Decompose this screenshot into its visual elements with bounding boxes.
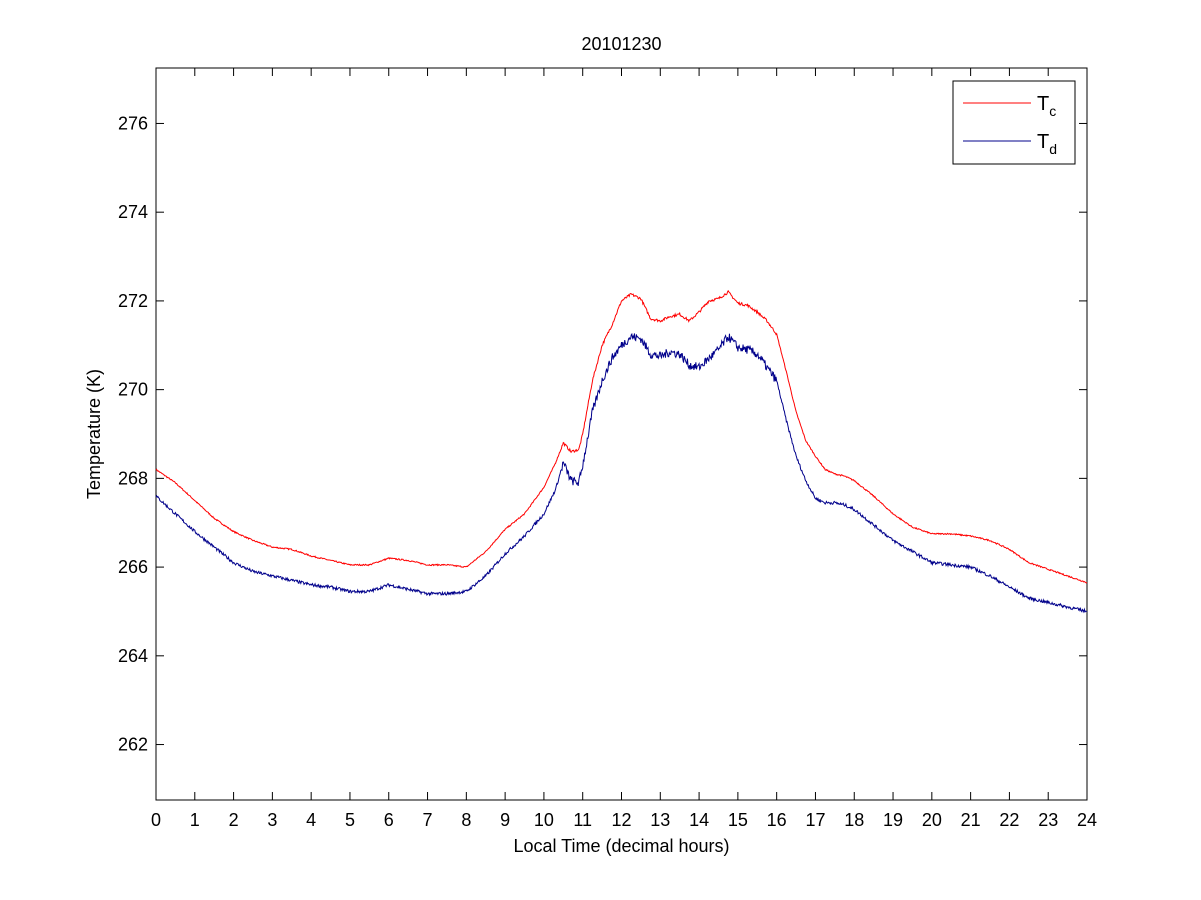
y-tick-label: 274 [118, 202, 148, 222]
x-tick-label: 6 [384, 810, 394, 830]
y-tick-label: 270 [118, 380, 148, 400]
x-tick-label: 22 [999, 810, 1019, 830]
x-tick-label: 11 [573, 810, 592, 830]
x-tick-label: 15 [728, 810, 748, 830]
plot-area [155, 67, 1088, 801]
x-tick-label: 13 [650, 810, 670, 830]
series-layer [155, 289, 1088, 614]
x-tick-label: 10 [534, 810, 554, 830]
y-tick-label: 264 [118, 646, 148, 666]
legend: Tc Td [952, 80, 1076, 165]
x-tick-label: 23 [1038, 810, 1058, 830]
x-tick-label: 4 [306, 810, 316, 830]
x-tick-label: 8 [461, 810, 471, 830]
x-axis-label: Local Time (decimal hours) [513, 836, 729, 856]
legend-box [952, 80, 1076, 165]
y-tick-label: 262 [118, 735, 148, 755]
ticks-layer: 0 1 2 3 4 5 6 7 8 9 10 11 12 13 14 15 16 17 18 19 20 21 22 23 24… [118, 68, 1097, 830]
x-tick-label: 1 [190, 810, 200, 830]
x-tick-label: 0 [151, 810, 161, 830]
series-line-Tc [155, 289, 1088, 584]
x-tick-label: 14 [689, 810, 709, 830]
legend-label: Tc [1037, 93, 1056, 119]
x-tick-label: 2 [229, 810, 239, 830]
x-tick-label: 24 [1077, 810, 1097, 830]
y-tick-label: 268 [118, 468, 148, 488]
x-tick-label: 7 [423, 810, 433, 830]
x-tick-label: 20 [922, 810, 942, 830]
y-tick-label: 266 [118, 557, 148, 577]
x-tick-label: 18 [844, 810, 864, 830]
x-tick-label: 12 [611, 810, 631, 830]
y-tick-label: 276 [118, 113, 148, 133]
x-tick-label: 9 [500, 810, 510, 830]
y-axis-label: Temperature (K) [84, 369, 104, 499]
series-line-Td [155, 332, 1088, 614]
x-tick-label: 3 [267, 810, 277, 830]
legend-label: Td [1037, 131, 1057, 157]
x-tick-label: 21 [961, 810, 981, 830]
x-tick-label: 19 [883, 810, 903, 830]
x-tick-label: 5 [345, 810, 355, 830]
x-tick-label: 16 [767, 810, 787, 830]
x-tick-label: 17 [805, 810, 825, 830]
y-tick-label: 272 [118, 291, 148, 311]
chart-title: 20101230 [581, 34, 661, 54]
